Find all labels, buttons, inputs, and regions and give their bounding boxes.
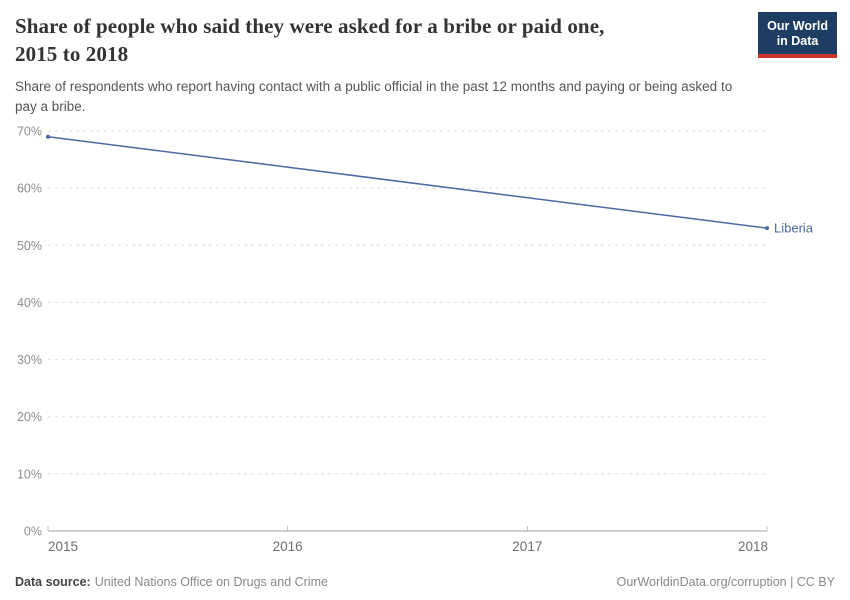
data-source-label: Data source: bbox=[15, 575, 91, 589]
y-tick-label: 30% bbox=[17, 353, 42, 367]
series-end-label[interactable]: Liberia bbox=[774, 221, 814, 236]
y-tick-label: 70% bbox=[17, 125, 42, 139]
credit-link[interactable]: OurWorldinData.org/corruption | CC BY bbox=[616, 575, 835, 589]
chart-subtitle: Share of respondents who report having c… bbox=[15, 79, 733, 114]
y-tick-label: 60% bbox=[17, 182, 42, 196]
y-tick-label: 20% bbox=[17, 410, 42, 424]
chart-header: Share of people who said they were asked… bbox=[15, 12, 750, 117]
data-point[interactable] bbox=[46, 134, 50, 139]
x-tick-label: 2016 bbox=[273, 539, 303, 554]
chart-title: Share of people who said they were asked… bbox=[15, 14, 605, 66]
x-tick-label: 2017 bbox=[512, 539, 542, 554]
owid-logo[interactable]: Our World in Data bbox=[758, 12, 837, 58]
chart-footer: Data source: United Nations Office on Dru… bbox=[15, 575, 835, 589]
x-tick-label: 2015 bbox=[48, 539, 78, 554]
series-line-liberia[interactable] bbox=[47, 135, 768, 229]
y-tick-label: 10% bbox=[17, 467, 42, 481]
y-tick-label: 0% bbox=[24, 525, 42, 539]
data-source-value: United Nations Office on Drugs and Crime bbox=[94, 575, 328, 589]
y-tick-label: 40% bbox=[17, 296, 42, 310]
data-point[interactable] bbox=[765, 226, 769, 231]
y-tick-label: 50% bbox=[17, 239, 42, 253]
x-tick-label: 2018 bbox=[738, 539, 768, 554]
data-source-note: Data source: United Nations Office on Dru… bbox=[15, 575, 328, 589]
